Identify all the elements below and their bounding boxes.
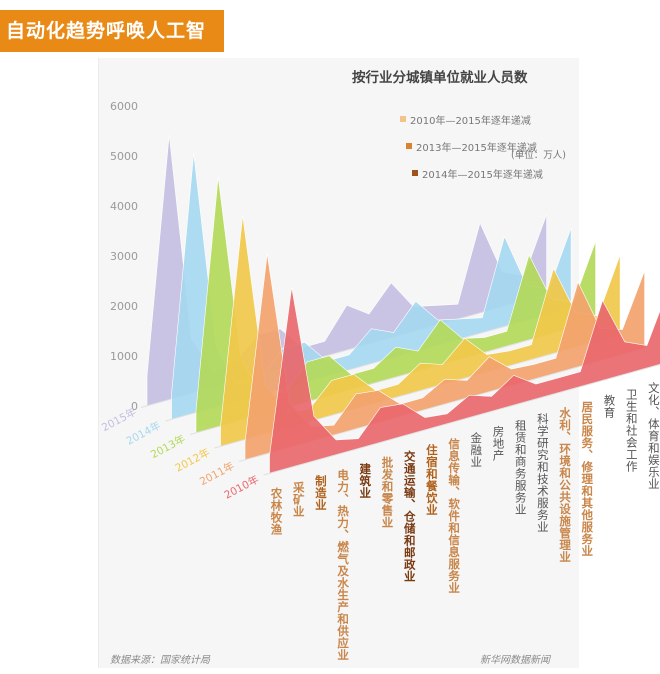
chart-title: 按行业分城镇单位就业人员数 [352, 69, 528, 86]
legend-swatch [406, 143, 412, 149]
category-label: 卫生和社会工作 [625, 388, 639, 472]
y-tick-label: 0 [131, 400, 138, 413]
category-label: 租赁和商务服务业 [514, 419, 528, 515]
y-tick-label: 2000 [110, 300, 138, 313]
category-label: 住宿和餐饮业 [425, 443, 439, 516]
category-label: 信息传输、软件和信息服务业 [447, 437, 461, 594]
legend-label: 2014年—2015年逐年递减 [422, 168, 543, 181]
series-area [269, 287, 660, 474]
legend-label: 2013年—2015年逐年递减 [416, 141, 537, 154]
category-label: 批发和零售业 [381, 456, 395, 529]
category-label: 居民服务、修理和其他服务业 [580, 401, 594, 557]
y-tick-label: 5000 [110, 150, 138, 163]
category-label: 制造业 [314, 474, 328, 511]
footer-source: 数据来源：国家统计局 [110, 655, 210, 666]
series-label: 2014年 [124, 419, 163, 448]
category-label: 科学研究和技术服务业 [536, 412, 550, 533]
legend-label: 2010年—2015年逐年递减 [410, 114, 531, 127]
chart-unit-label: (单位：万人) [511, 149, 566, 161]
y-tick-label: 6000 [110, 100, 138, 113]
y-tick-label: 3000 [110, 250, 138, 263]
category-label: 金融业 [469, 431, 483, 468]
legend-swatch [412, 170, 418, 176]
banner-title: 自动化趋势呼唤人工智能 [0, 10, 224, 84]
series-baseline [263, 363, 660, 476]
y-tick-label: 4000 [110, 200, 138, 213]
category-label: 教育 [603, 394, 617, 419]
category-label: 文化、体育和娱乐业 [647, 381, 660, 490]
footer-credit: 新华网数据新闻 [480, 655, 550, 666]
legend-swatch [400, 116, 406, 122]
category-label: 采矿业 [292, 480, 306, 517]
series-label: 2011年 [197, 459, 236, 488]
category-label: 建筑业 [358, 462, 372, 499]
category-label: 水利、环境和公共设施管理业 [558, 406, 572, 563]
category-label: 电力、热力、燃气及水生产和供应业 [336, 468, 350, 661]
series-label: 2010年 [222, 473, 261, 502]
y-tick-label: 1000 [110, 350, 138, 363]
series-label: 2013年 [148, 432, 187, 461]
category-label: 农林牧渔 [270, 487, 284, 536]
series-label: 2015年 [99, 405, 138, 434]
category-label: 交通运输、仓储和邮政业 [403, 449, 417, 582]
series-label: 2012年 [173, 446, 212, 475]
category-label: 房地产 [492, 426, 506, 462]
